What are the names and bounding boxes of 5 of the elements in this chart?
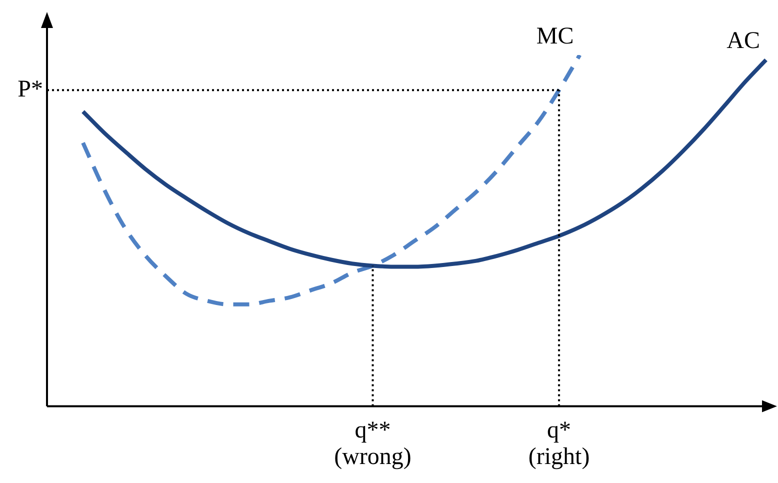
x-tick-label: q** (wrong) xyxy=(334,418,412,470)
series-label: MC xyxy=(536,23,574,50)
ref-line-label: P* xyxy=(18,76,43,102)
x-tick-label: q* (right) xyxy=(528,418,590,470)
series-label: AC xyxy=(726,28,760,54)
